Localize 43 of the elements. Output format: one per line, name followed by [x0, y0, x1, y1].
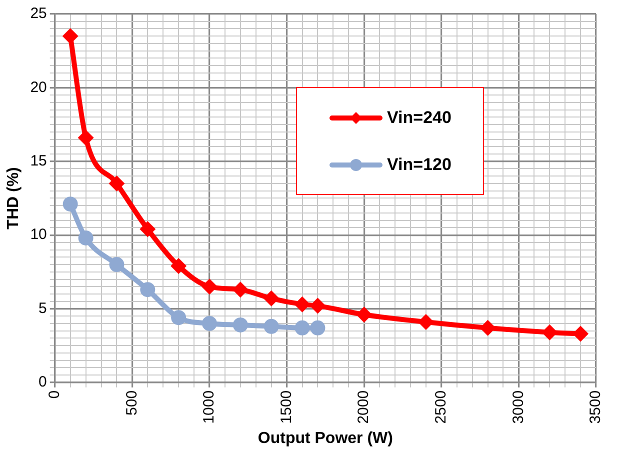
point	[263, 290, 280, 306]
point	[171, 310, 186, 326]
x-tick-label: 3500	[587, 390, 604, 424]
point	[140, 282, 156, 298]
point	[480, 320, 496, 336]
point	[572, 326, 589, 342]
point	[310, 320, 326, 336]
point	[78, 230, 94, 246]
y-axis-title: THD (%)	[5, 167, 22, 230]
y-tick-label: 20	[30, 78, 47, 96]
y-tick-label: 25	[30, 5, 47, 22]
point	[202, 316, 217, 331]
point	[294, 296, 310, 312]
point	[201, 278, 218, 295]
point	[108, 175, 125, 192]
x-tick-label: 2500	[432, 390, 450, 424]
point	[232, 282, 248, 298]
point	[78, 130, 94, 146]
x-axis-title: Output Power (W)	[258, 430, 393, 447]
legend-label: Vin=120	[387, 154, 452, 174]
point	[140, 221, 156, 238]
legend-label: Vin=240	[387, 108, 452, 128]
point	[310, 298, 326, 314]
point	[170, 258, 187, 274]
y-tick-label: 0	[38, 374, 47, 391]
x-tick-label: 0	[46, 390, 64, 399]
point	[264, 318, 279, 334]
point	[232, 317, 248, 332]
point	[418, 314, 434, 330]
x-tick-label: 1500	[278, 390, 295, 424]
x-tick-label: 2000	[355, 390, 372, 424]
y-tick-label: 10	[30, 226, 47, 244]
point	[542, 324, 558, 340]
x-tick-label: 1000	[200, 390, 218, 424]
x-tick-label: 3000	[510, 390, 527, 424]
point	[356, 306, 372, 323]
y-tick-label: 5	[38, 300, 47, 317]
point	[62, 28, 78, 44]
point	[109, 257, 124, 272]
point	[62, 196, 78, 212]
x-tick-label: 500	[123, 390, 140, 416]
point	[294, 320, 310, 336]
y-tick-label: 15	[30, 152, 47, 170]
